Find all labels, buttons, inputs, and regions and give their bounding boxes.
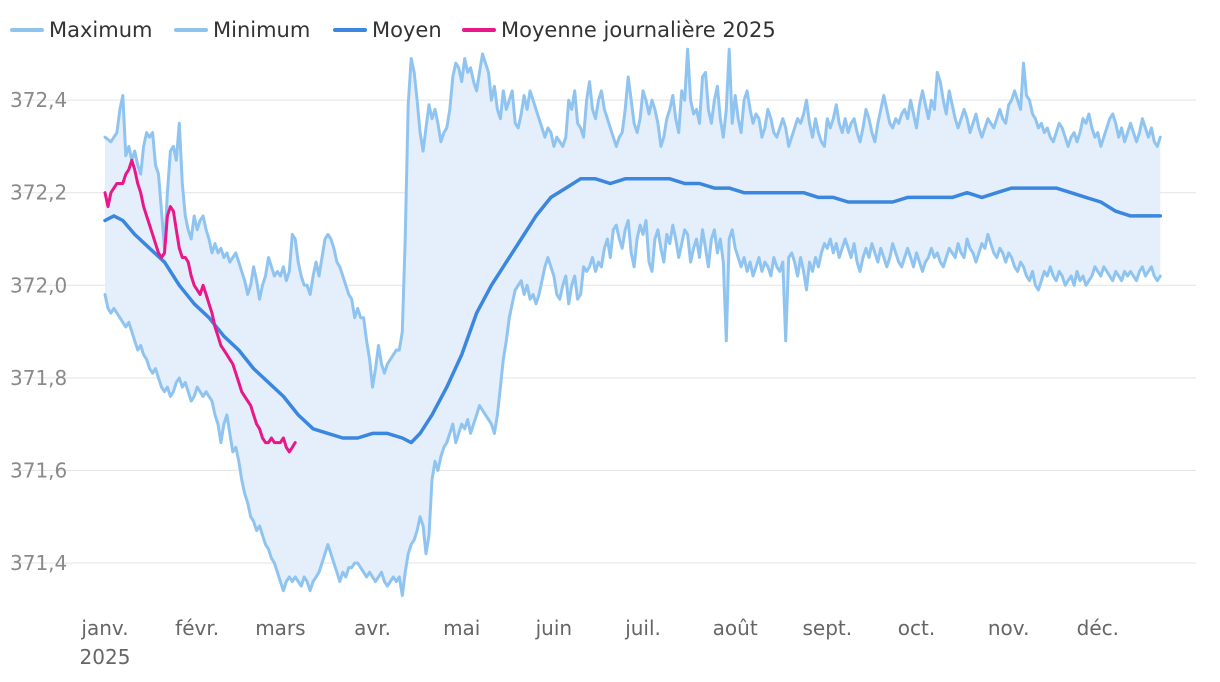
x-axis-ticks: janv. 2025 févr. mars avr. mai juin juil. août se… [80,616,1119,669]
y-tick-label: 372,2 [10,181,67,205]
legend: Maximum Minimum Moyen Moyenne journalière 2… [10,18,776,42]
legend-label-maximum: Maximum [49,18,152,42]
series-lines [103,47,1163,597]
x-tick-sublabel: 2025 [80,645,131,669]
series-line-moyen [103,177,1163,445]
min-max-band [105,49,1161,596]
y-tick-label: 371,8 [10,366,67,390]
x-tick-label: déc. [1077,616,1119,640]
y-tick-label: 371,4 [10,551,67,575]
series-line-minimum [103,219,1162,597]
x-tick-label: juin [535,616,572,640]
x-tick-label: mars [255,616,305,640]
range-band [105,49,1161,596]
legend-label-moyen: Moyen [372,18,442,42]
legend-label-minimum: Minimum [213,18,310,42]
x-tick-label: févr. [175,616,219,640]
y-tick-label: 372,0 [10,273,67,297]
y-tick-label: 371,6 [10,458,67,482]
x-tick-label: nov. [988,616,1030,640]
y-axis-ticks: 371,4 371,6 371,8 372,0 372,2 372,4 [10,88,67,575]
series-line-maximum [103,47,1162,389]
series-line-current [103,158,297,454]
x-tick-label: mai [443,616,480,640]
y-tick-label: 372,4 [10,88,67,112]
x-tick-label: juil. [624,616,661,640]
x-tick-label: avr. [354,616,391,640]
x-tick-label: août [713,616,758,640]
legend-label-current: Moyenne journalière 2025 [501,18,776,42]
x-tick-label: sept. [803,616,853,640]
x-tick-label: janv. [80,616,128,640]
x-tick-label: oct. [898,616,935,640]
